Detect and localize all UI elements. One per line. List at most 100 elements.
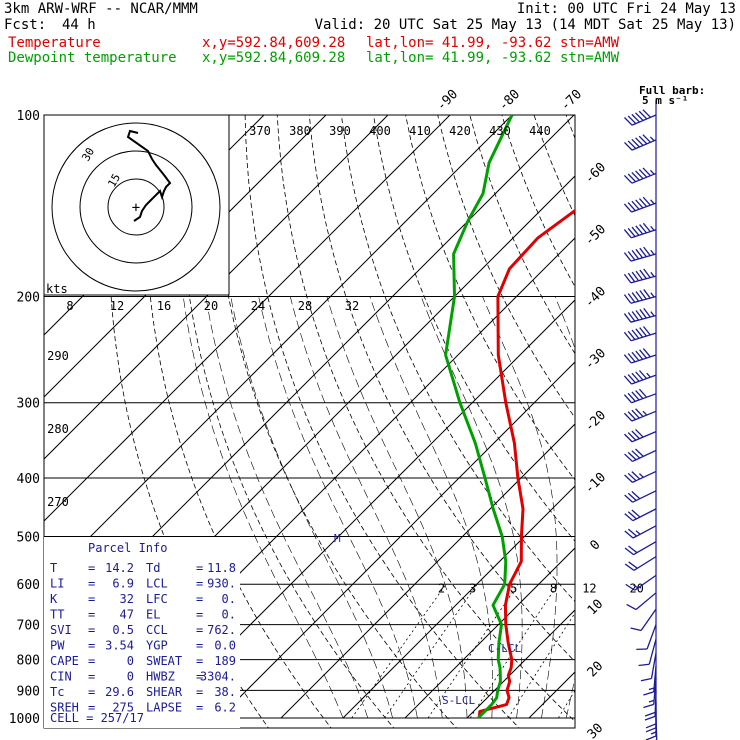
- theta-label: 410: [409, 124, 431, 138]
- parcel-label-right: EL: [146, 608, 160, 622]
- dry-adiabat: [276, 115, 575, 722]
- parcel-label-left: TT: [50, 608, 64, 622]
- parcel-info-title: Parcel Info: [88, 541, 167, 555]
- wind-barb: [625, 574, 657, 591]
- theta-label-lower: 290: [47, 349, 69, 363]
- theta-label: 440: [529, 124, 551, 138]
- isotherm-line: [44, 115, 513, 584]
- wind-barb: [623, 289, 657, 304]
- hodograph-ring: [107, 178, 165, 236]
- wind-barb: [630, 608, 657, 632]
- parcel-label-right: SHEAR: [146, 685, 183, 699]
- forecast-hour: 44 h: [62, 17, 96, 33]
- wind-barb: [623, 307, 657, 323]
- temperature-line: [477, 208, 575, 719]
- pressure-tick-label: 100: [17, 109, 40, 124]
- isotherm-line: [218, 361, 575, 719]
- parcel-eq: =: [196, 608, 203, 622]
- theta-label: 390: [329, 124, 351, 138]
- moist-adiabat: [616, 297, 710, 719]
- isotherm-line: [591, 115, 740, 718]
- parcel-eq: =: [196, 592, 203, 606]
- parcel-eq: =: [196, 577, 203, 591]
- isotherm-label: 30: [585, 721, 607, 740]
- isotherm-label: -30: [582, 346, 609, 373]
- forecast-label: Fcst:: [4, 17, 47, 33]
- dry-adiabat: [630, 115, 740, 731]
- parcel-value-left: 47: [120, 608, 134, 622]
- wind-barb: [623, 222, 657, 239]
- init-time: Init: 00 UTC Fri 24 May 13: [516, 1, 736, 17]
- isotherm-line: [653, 115, 740, 718]
- parcel-label-left: CIN: [50, 670, 72, 684]
- pressure-tick-label: 900: [17, 684, 40, 699]
- annotation-m: M: [334, 532, 341, 545]
- isotherm-label: -70: [558, 87, 585, 114]
- moist-adiabat: [369, 296, 493, 719]
- parcel-label-right: HWBZ: [146, 670, 175, 684]
- parcel-eq: =: [196, 670, 203, 684]
- hodograph-origin-mark: +: [132, 200, 140, 216]
- temperature-legend-latlon: lat,lon= 41.99, -93.62: [366, 35, 552, 51]
- wind-barb: [623, 408, 657, 422]
- mixing-ratio-label: 12: [582, 582, 596, 596]
- theta-label: 420: [449, 124, 471, 138]
- parcel-label-right: LAPSE: [146, 701, 182, 715]
- dry-adiabat: [179, 115, 395, 728]
- dry-adiabat: [341, 115, 575, 603]
- parcel-label-right: LCL: [146, 577, 168, 591]
- annotation-s-lcl: S-LCL: [442, 694, 475, 707]
- pressure-tick-label: 1000: [9, 712, 40, 727]
- wind-barb: [623, 348, 657, 364]
- parcel-label-left: Tc: [50, 685, 64, 699]
- parcel-label-right: YGP: [146, 639, 168, 653]
- wind-barb: [623, 196, 657, 213]
- isotherm-line: [44, 115, 451, 522]
- parcel-label-left: SREH: [50, 701, 79, 715]
- hodograph-ring-label-30: 30: [79, 146, 97, 164]
- dry-adiabat: [662, 115, 740, 731]
- wind-barb: [623, 167, 657, 184]
- hodograph-speed-label: 8: [66, 299, 73, 313]
- parcel-value-right: 6.2: [214, 701, 236, 715]
- parcel-label-right: LFC: [146, 592, 168, 606]
- parcel-label-left: CAPE: [50, 654, 79, 668]
- parcel-eq: =: [196, 685, 203, 699]
- isotherm-label: -20: [582, 408, 609, 435]
- wind-barb: [624, 508, 657, 522]
- mixing-ratio-line: [507, 612, 575, 719]
- parcel-eq: =: [88, 623, 95, 637]
- parcel-eq: =: [88, 654, 95, 668]
- dewpoint-legend-label: Dewpoint temperature: [8, 50, 177, 66]
- pressure-tick-label: 600: [17, 578, 40, 593]
- wind-barb: [624, 525, 657, 539]
- wind-barb: [623, 246, 657, 262]
- dry-adiabat: [373, 115, 575, 542]
- parcel-eq: =: [88, 577, 95, 591]
- wind-barb: [640, 652, 657, 682]
- theta-label-lower: 280: [47, 422, 69, 436]
- wind-barb: [624, 428, 657, 443]
- isotherm-label: -90: [434, 87, 461, 114]
- isotherm-label: 10: [585, 597, 607, 619]
- temperature-legend-xy: x,y=592.84,609.28: [202, 35, 346, 51]
- barb-legend-title: Full barb:: [639, 84, 705, 97]
- parcel-eq: =: [196, 701, 203, 715]
- parcel-value-left: 275: [112, 701, 134, 715]
- mixing-ratio-line: [469, 583, 559, 719]
- wind-barb: [624, 448, 657, 463]
- parcel-label-left: LI: [50, 577, 64, 591]
- parcel-value-left: 0.5: [112, 623, 134, 637]
- parcel-label-right: Td: [146, 561, 160, 575]
- theta-label: 380: [289, 124, 311, 138]
- dewpoint-legend-xy: x,y=592.84,609.28: [202, 50, 346, 66]
- hodograph-speed-label: 20: [204, 299, 218, 313]
- dry-adiabat: [108, 115, 269, 728]
- parcel-eq: =: [196, 639, 203, 653]
- parcel-eq: =: [88, 608, 95, 622]
- isotherm-label: -50: [582, 222, 609, 249]
- parcel-value-right: 11.8: [207, 561, 236, 575]
- hodograph-speed-label: 28: [298, 299, 312, 313]
- wind-barb: [624, 134, 657, 151]
